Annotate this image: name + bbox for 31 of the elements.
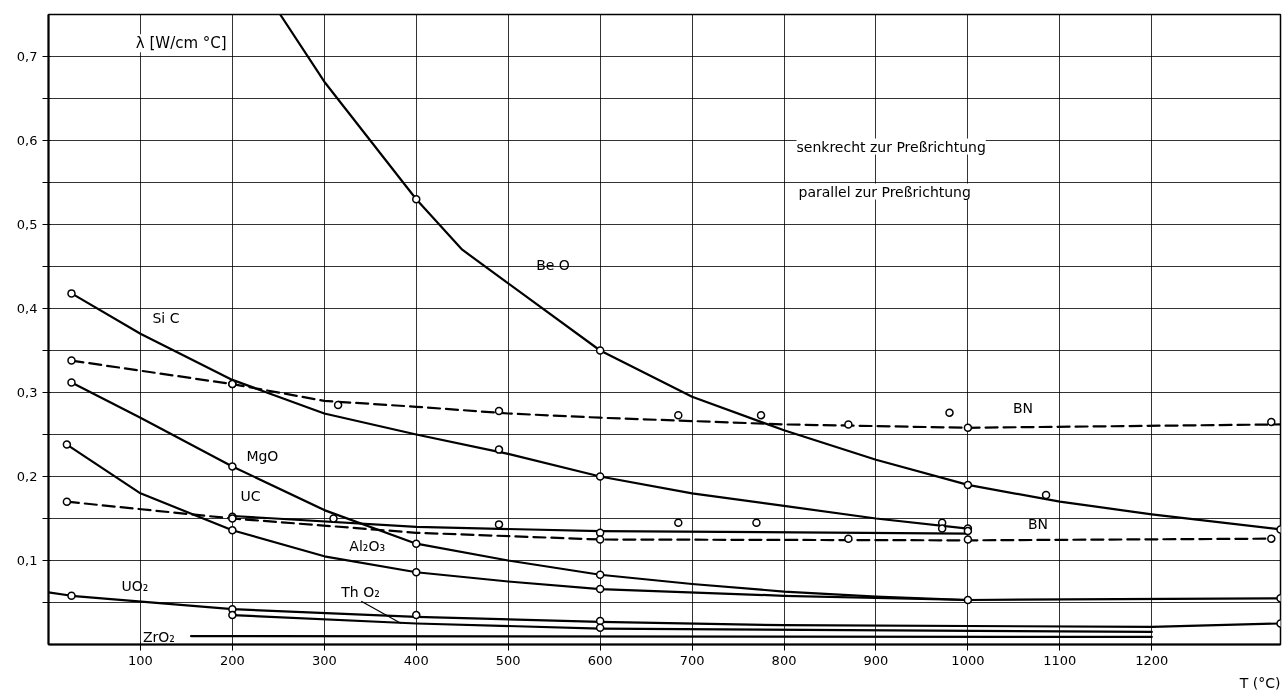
series-label: Al₂O₃ <box>349 538 386 555</box>
series-label: BN <box>1012 399 1033 416</box>
series-label: MgO <box>246 448 279 465</box>
y-tick-label: 0,4 <box>16 301 38 316</box>
y-tick-label: 0,1 <box>16 553 38 568</box>
series-label: Si C <box>152 309 180 326</box>
x-axis-title: T (°C) <box>1238 674 1281 691</box>
x-tick-label: 800 <box>771 652 797 668</box>
x-tick-label: 300 <box>311 652 337 668</box>
x-tick-label: 700 <box>679 652 705 668</box>
y-tick-label: 0,7 <box>16 49 38 64</box>
x-tick-label: 1000 <box>951 652 985 668</box>
series-label: Th O₂ <box>340 583 380 600</box>
annotation: parallel zur Preßrichtung <box>798 183 971 200</box>
series-label: UC <box>240 487 261 504</box>
x-tick-label: 200 <box>219 652 245 668</box>
x-tick-label: 900 <box>863 652 889 668</box>
x-tick-label: 1200 <box>1135 652 1169 668</box>
y-axis-title: λ [W/cm °C] <box>135 34 227 53</box>
series-label: ZrO₂ <box>143 629 175 646</box>
annotation: senkrecht zur Preßrichtung <box>796 138 986 155</box>
x-tick-label: 400 <box>403 652 429 668</box>
series-label: BN <box>1027 516 1048 533</box>
y-tick-label: 0,6 <box>16 133 38 148</box>
x-tick-label: 100 <box>128 652 153 668</box>
y-tick-label: 0,2 <box>16 469 38 484</box>
y-tick-label: 0,3 <box>16 385 38 400</box>
x-tick-label: 1100 <box>1043 652 1077 668</box>
x-tick-label: 500 <box>495 652 521 668</box>
y-tick-label: 0,5 <box>16 217 38 232</box>
x-tick-label: 600 <box>587 652 613 668</box>
